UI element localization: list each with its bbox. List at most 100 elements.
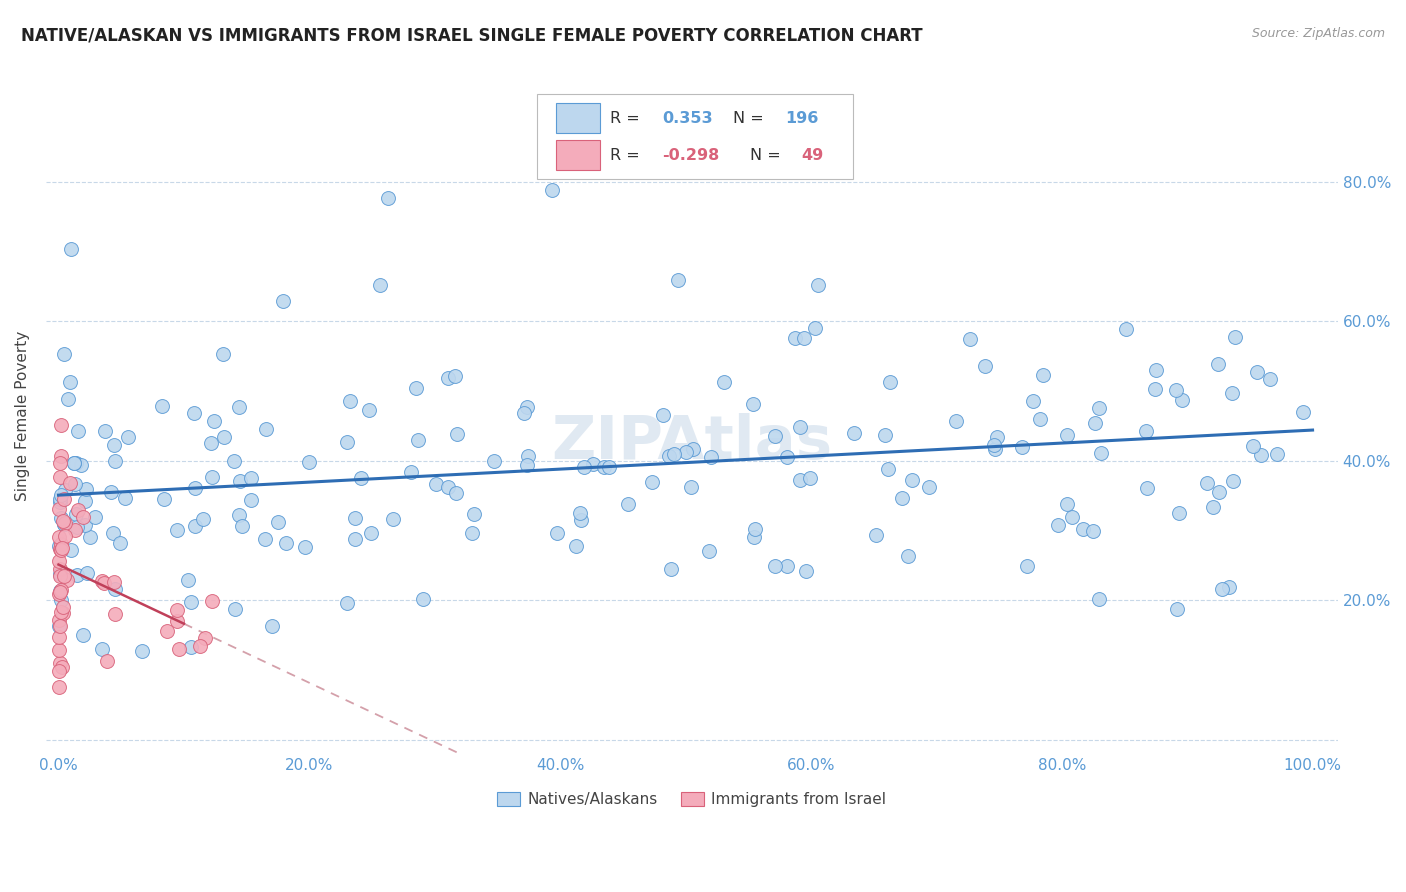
Point xyxy=(51,417,73,432)
Point xyxy=(875,442,897,457)
FancyBboxPatch shape xyxy=(557,140,600,170)
Point xyxy=(641,543,664,558)
Point xyxy=(48,554,70,568)
Point xyxy=(166,603,188,617)
Point xyxy=(48,643,70,657)
Point xyxy=(1011,386,1033,401)
Point xyxy=(65,586,87,600)
Point xyxy=(240,425,263,440)
Point xyxy=(865,430,887,444)
Point xyxy=(1223,322,1246,336)
Point xyxy=(842,421,865,435)
Point xyxy=(53,483,76,497)
Point xyxy=(224,570,246,584)
Point xyxy=(48,587,70,601)
Point xyxy=(212,513,235,527)
Point xyxy=(666,494,689,508)
Point xyxy=(117,471,139,485)
Point xyxy=(697,475,720,489)
Point xyxy=(52,568,75,582)
Point xyxy=(1243,543,1265,558)
Point xyxy=(63,595,86,609)
Point xyxy=(1202,535,1225,549)
Point xyxy=(66,397,89,411)
Point xyxy=(53,614,76,628)
Point xyxy=(212,607,235,621)
Point xyxy=(1246,548,1268,562)
Point xyxy=(63,579,86,593)
Point xyxy=(945,462,967,476)
Point xyxy=(700,435,723,450)
Point xyxy=(425,529,447,543)
Point xyxy=(52,514,75,528)
Point xyxy=(194,632,217,646)
Point xyxy=(49,542,72,557)
Point xyxy=(799,596,821,610)
Point xyxy=(1168,454,1191,468)
Legend: Natives/Alaskans, Immigrants from Israel: Natives/Alaskans, Immigrants from Israel xyxy=(491,786,893,814)
Point xyxy=(1135,520,1157,534)
Point xyxy=(463,465,485,479)
Point xyxy=(1032,386,1054,401)
Point xyxy=(73,441,96,455)
Point xyxy=(150,523,173,537)
Point xyxy=(405,486,427,500)
Point xyxy=(461,288,484,302)
Point xyxy=(890,511,912,525)
Point xyxy=(568,531,591,545)
Point xyxy=(1164,510,1187,524)
Point xyxy=(48,481,70,495)
Point xyxy=(1084,376,1107,391)
Point xyxy=(897,425,920,440)
Point xyxy=(224,469,246,483)
Point xyxy=(516,501,538,516)
Point xyxy=(63,523,86,537)
Point xyxy=(436,512,458,526)
Point xyxy=(807,440,830,454)
Point xyxy=(202,473,225,487)
Point xyxy=(49,492,72,507)
Point xyxy=(70,582,93,597)
Point xyxy=(1250,91,1272,105)
Point xyxy=(254,401,277,415)
Point xyxy=(581,418,603,433)
Point xyxy=(616,430,638,444)
Point xyxy=(49,568,72,582)
Point xyxy=(53,663,76,677)
Point xyxy=(90,574,112,588)
Point xyxy=(49,619,72,633)
Point xyxy=(789,455,811,469)
Point xyxy=(444,456,467,470)
Point xyxy=(103,575,125,590)
Point xyxy=(94,502,117,516)
Point xyxy=(336,312,359,326)
Point xyxy=(48,530,70,544)
Point xyxy=(49,537,72,551)
Point xyxy=(794,540,817,554)
Point xyxy=(104,607,127,621)
Point xyxy=(1071,443,1094,458)
Text: 0.353: 0.353 xyxy=(662,111,713,126)
Point xyxy=(1292,375,1315,389)
Point xyxy=(56,447,79,461)
Point xyxy=(785,500,807,514)
Point xyxy=(572,465,595,479)
Point xyxy=(153,478,176,492)
Point xyxy=(804,163,827,178)
Point xyxy=(66,502,89,516)
Point xyxy=(52,439,75,453)
Point xyxy=(228,428,250,442)
Text: R =: R = xyxy=(610,148,645,162)
Point xyxy=(879,432,901,446)
Point xyxy=(569,450,592,465)
Point xyxy=(49,583,72,598)
Point xyxy=(49,605,72,619)
Point xyxy=(482,551,505,566)
Point xyxy=(443,540,465,554)
Point xyxy=(51,533,73,547)
Point xyxy=(228,508,250,522)
Point xyxy=(48,456,70,470)
Point xyxy=(48,613,70,627)
Point xyxy=(48,681,70,695)
Point xyxy=(90,496,112,510)
